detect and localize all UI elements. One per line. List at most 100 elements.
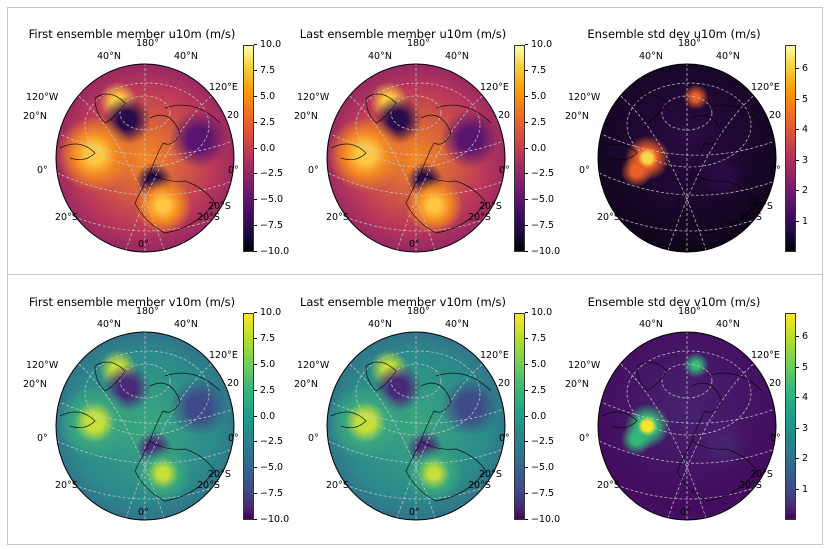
grid-label: 20°S [597, 212, 620, 223]
grid-label: 20 [227, 378, 240, 389]
colorbar-tick: −5.0 [254, 195, 283, 205]
colorbar-tick: 2 [796, 186, 808, 196]
grid-label: 0° [409, 239, 420, 250]
grid-label: 40°N [716, 51, 740, 62]
grid-label: 40°N [174, 319, 198, 330]
grid-label: 0° [770, 165, 781, 176]
grid-label: 20°S [55, 480, 78, 491]
subplot-4: First ensemble member v10m (m/s) [12, 280, 289, 542]
colorbar-tick: 6 [796, 64, 808, 74]
grid-label: 0° [138, 507, 149, 518]
colorbar-tick: −10.0 [525, 247, 560, 257]
grid-label: 40°N [639, 51, 663, 62]
colorbar-tick: 4 [796, 393, 808, 403]
grid-label: 20°S [55, 212, 78, 223]
grid-label: 120°W [568, 92, 601, 103]
grid-label: 120°E [209, 350, 238, 361]
figure-frame [7, 7, 823, 545]
grid-label: 20°S [750, 469, 773, 480]
subplot-title: Last ensemble member u10m (m/s) [299, 27, 507, 41]
colorbar-tick: 1 [796, 484, 808, 495]
grid-label: 20°S [197, 480, 220, 491]
colorbar-tick: −5.0 [525, 463, 554, 473]
colorbar-tick: 2 [796, 454, 808, 464]
subplot-3: Ensemble std dev u10m (m/s) [554, 12, 826, 274]
grid-label: 120°E [209, 82, 238, 93]
colorbar-tick: 7.5 [525, 333, 546, 344]
grid-label: 120°W [568, 360, 601, 371]
grid-label: 40°N [368, 319, 392, 330]
grid-label: 20°S [208, 469, 231, 480]
colorbar-tick: 4 [796, 125, 808, 135]
globe-map [597, 331, 777, 521]
colorbar-ticks: 10.0 7.5 5.0 2.5 0.0 −2.5 −5.0 −7.5 −10.0 [525, 40, 565, 257]
grid-label: 0° [228, 165, 239, 176]
colorbar-tick: 0.0 [525, 143, 546, 154]
colorbar-ticks: 10.0 7.5 5.0 2.5 0.0 −2.5 −5.0 −7.5 −10.0 [254, 308, 294, 525]
grid-label: 40°N [97, 51, 121, 62]
colorbar-tick: 5.0 [254, 91, 275, 102]
colorbar [785, 313, 796, 520]
colorbar-tick: −5.0 [254, 463, 283, 473]
colorbar-tick: −7.5 [254, 489, 283, 499]
grid-label: 40°N [445, 51, 469, 62]
grid-label: 0° [680, 507, 691, 518]
colorbar-tick: 7.5 [254, 333, 275, 344]
grid-label: 20°S [208, 201, 231, 212]
colorbar-tick: 2.5 [254, 385, 275, 396]
grid-label: 20°S [750, 201, 773, 212]
colorbar-tick: −10.0 [254, 247, 289, 257]
colorbar-tick: −2.5 [525, 437, 554, 447]
grid-label: 180° [136, 306, 159, 317]
colorbar-tick: 6 [796, 332, 808, 342]
colorbar-tick: 5 [796, 362, 808, 373]
colorbar [514, 313, 525, 520]
colorbar-tick: 5.0 [525, 91, 546, 102]
colorbar-ticks: 6 5 4 3 2 1 [796, 45, 827, 252]
grid-label: 0° [499, 433, 510, 444]
colorbar-ticks: 6 5 4 3 2 1 [796, 313, 827, 520]
grid-label: 120°E [751, 350, 780, 361]
grid-label: 0° [37, 165, 48, 176]
colorbar-tick: 0.0 [254, 143, 275, 154]
grid-label: 20°N [23, 111, 47, 122]
grid-label: 20°N [565, 111, 589, 122]
grid-label: 0° [770, 433, 781, 444]
grid-label: 120°W [26, 360, 59, 371]
colorbar-tick: 5 [796, 94, 808, 105]
grid-label: 0° [308, 165, 319, 176]
grid-label: 0° [579, 433, 590, 444]
grid-label: 180° [407, 38, 430, 49]
colorbar-ticks: 10.0 7.5 5.0 2.5 0.0 −2.5 −5.0 −7.5 −10.0 [525, 308, 565, 525]
grid-label: 40°N [97, 319, 121, 330]
grid-label: 120°E [480, 350, 509, 361]
colorbar-tick: 5.0 [525, 359, 546, 370]
colorbar-tick: −2.5 [254, 437, 283, 447]
grid-label: 120°W [26, 92, 59, 103]
grid-label: 20°N [23, 379, 47, 390]
subplot-title: Ensemble std dev v10m (m/s) [587, 295, 761, 309]
grid-label: 180° [407, 306, 430, 317]
globe-map [55, 331, 235, 521]
colorbar-tick: 0.0 [254, 411, 275, 422]
grid-label: 20°S [468, 480, 491, 491]
globe-map [326, 331, 506, 521]
grid-label: 20°S [479, 201, 502, 212]
grid-label: 20°S [326, 212, 349, 223]
grid-label: 40°N [716, 319, 740, 330]
subplot-title: Ensemble std dev u10m (m/s) [587, 27, 761, 41]
grid-label: 20°N [294, 379, 318, 390]
globe-map [55, 63, 235, 253]
colorbar-tick: −10.0 [525, 515, 560, 525]
colorbar-tick: 0.0 [525, 411, 546, 422]
grid-label: 180° [136, 38, 159, 49]
grid-label: 40°N [445, 319, 469, 330]
grid-label: 120°E [751, 82, 780, 93]
colorbar-tick: 10.0 [525, 40, 552, 50]
grid-label: 20°S [326, 480, 349, 491]
colorbar-tick: 5.0 [254, 359, 275, 370]
colorbar-ticks: 10.0 7.5 5.0 2.5 0.0 −2.5 −5.0 −7.5 −10.0 [254, 40, 294, 257]
colorbar-tick: −7.5 [254, 221, 283, 231]
grid-label: 120°E [480, 82, 509, 93]
grid-label: 0° [37, 433, 48, 444]
